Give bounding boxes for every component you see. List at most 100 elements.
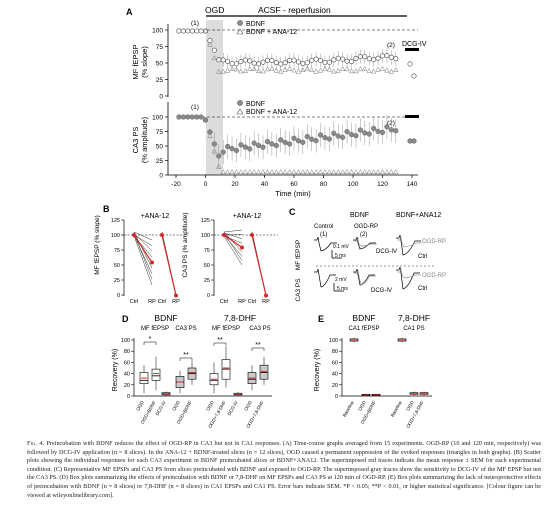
sig-star: ** [255, 342, 261, 349]
time-xtick-label: 20 [231, 181, 239, 188]
e-ca1: CA1 fEPSP [348, 326, 379, 332]
ca3-point-ana [216, 163, 222, 169]
b-mean-point [160, 233, 164, 237]
ca3-point-ana [286, 169, 293, 175]
ca3-point-ana [322, 169, 328, 175]
ca3-point-ana [344, 169, 350, 175]
d-xtick-label: OGD [243, 399, 253, 411]
ca3-point-bdnf [282, 139, 288, 145]
figure-caption: Fig. 4. Preincubation with BDNF reduces … [27, 440, 541, 500]
mf-point-ana [295, 68, 302, 74]
mf-point-ana [353, 68, 359, 74]
ca3-point-bdnf [247, 146, 253, 152]
mf-point-bdnf [220, 57, 226, 63]
b-indiv-line [133, 235, 153, 286]
mf-point-ana [233, 66, 240, 72]
b-indiv-line [133, 232, 153, 280]
ca3-point-bdnf [286, 141, 293, 147]
mf-point-ana [371, 68, 377, 74]
acsf-label: ACSF - reperfusion [258, 5, 331, 15]
mf-point-ana [340, 65, 346, 71]
trace-mf-control [314, 236, 337, 252]
ca3-point-bdnf [295, 138, 302, 144]
ca3-point-bdnf [326, 136, 333, 142]
ca3-point-ana [233, 169, 240, 175]
ca3-point-bdnf [335, 133, 341, 139]
ca3-point-ana [269, 169, 275, 175]
ca3-point-dcg [411, 138, 417, 144]
e-xtick-label: OGD [405, 399, 415, 411]
mf-point-dcg [407, 61, 413, 67]
b-indiv-line [223, 232, 243, 239]
ca3-point-bdnf [384, 124, 390, 130]
mf-point-bdnf [185, 28, 191, 34]
mf-point-bdnf [313, 56, 319, 62]
mf-point-bdnf [251, 60, 257, 66]
mf-point-ana [291, 67, 297, 73]
mf-point-ana [393, 67, 399, 72]
ca3-ytick-label: 75 [156, 129, 164, 136]
ca3-point-ana [229, 169, 235, 175]
time-xticks: -20 0 20 40 60 80 100 120 140 [171, 175, 418, 188]
ca3-point-ana [251, 169, 257, 175]
mf-timecourse-axes [167, 24, 418, 97]
ca3-point-ana [348, 169, 355, 175]
mf-point-bdnf [256, 61, 262, 67]
ca3-yticks: 100 75 50 25 0 [152, 114, 168, 179]
ca3-point-bdnf [375, 128, 381, 134]
trace-ca3-ana-ctrl [396, 266, 420, 290]
ca3-point-bdnf [176, 114, 182, 120]
e-xtick-label: Baseline [342, 400, 355, 418]
mf-timecourse-series [176, 28, 417, 79]
ca3-point-bdnf [207, 129, 213, 135]
b-indiv-line [133, 231, 153, 241]
mf-ytick-label: 0 [159, 93, 163, 100]
mf-point-ana [269, 65, 275, 71]
mf-point-ana [322, 65, 328, 71]
b-indiv-line [133, 234, 153, 274]
d-mf2: MF fEPSP [212, 326, 240, 332]
mf-point-ana [304, 65, 310, 71]
time-xtick-label: 80 [320, 181, 328, 188]
mf-point-ana [278, 68, 284, 74]
b-mean-point [174, 293, 178, 298]
b-mean-point [264, 293, 268, 298]
c-ogdrp-r2: OGD-RP [422, 273, 446, 279]
b-mean-point [132, 233, 136, 237]
sig-bracket [179, 357, 193, 361]
c-scale-1t: 5 ms [335, 253, 346, 259]
trace-mf-dcg [354, 237, 377, 247]
ca3-point-ana [362, 169, 368, 175]
ca3-point-ana [255, 169, 262, 175]
ca3-point-bdnf [185, 114, 191, 120]
c-scale-2t: 5 ms [337, 286, 348, 292]
mf-point-ana [207, 41, 213, 47]
ca3-point-bdnf [340, 134, 346, 140]
ca3-point-ana [309, 169, 315, 175]
mf-point-bdnf [357, 53, 363, 59]
c-dcg2: DCG-IV [371, 288, 392, 294]
ca3-point-ana [340, 169, 346, 175]
panel-a-letter: A [126, 7, 133, 17]
ca3-point-bdnf [331, 130, 337, 136]
box-ytick-label: 80 [124, 349, 130, 355]
ca3-point-ana [384, 169, 390, 175]
ca3-point-bdnf [225, 143, 231, 150]
ca3-point-ana [260, 169, 266, 175]
b-ca3-ylabel: CA3 PS (% amplitude) [182, 212, 189, 277]
mf-point-ana [255, 68, 262, 74]
ca3-point-ana [353, 169, 359, 175]
mf-point-ana [264, 66, 271, 72]
d-ylabel: Recovery (%) [112, 349, 119, 391]
ca3-point-ana [282, 169, 288, 175]
ca3-point-bdnf [344, 129, 350, 135]
mf-point-bdnf [216, 57, 222, 63]
ca3-point-bdnf [251, 140, 257, 146]
legend-bdnf-circle [237, 20, 243, 26]
mf-point-ana [247, 66, 253, 71]
traces-c [314, 234, 436, 292]
mf-point-bdnf [278, 61, 284, 67]
mf-point-bdnf [180, 28, 186, 34]
ca3-point-ana [202, 117, 209, 123]
